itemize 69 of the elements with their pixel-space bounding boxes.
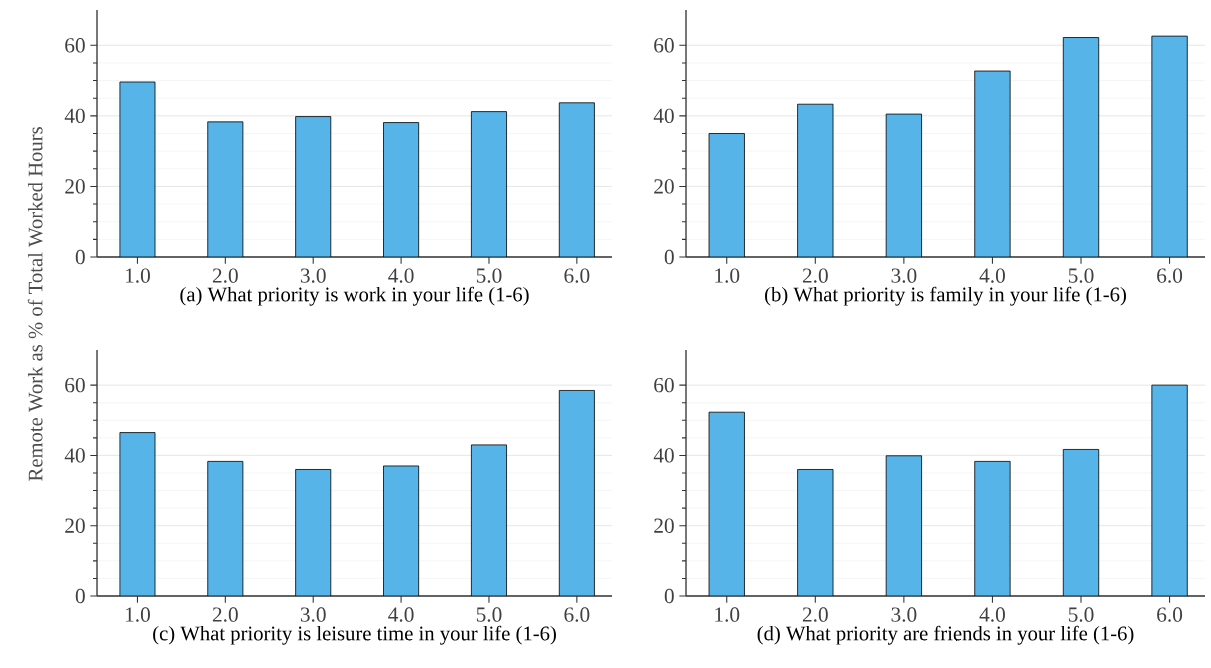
y-tick-label: 60	[654, 38, 674, 53]
y-tick-label: 40	[64, 448, 85, 463]
x-tick-label: 6.0	[1157, 268, 1183, 283]
x-tick-label: 5.0	[1068, 607, 1094, 622]
y-tick-label: 60	[65, 38, 85, 53]
x-tick-label: 1.0	[125, 607, 150, 622]
y-tick-label: 40	[64, 108, 85, 124]
y-tick-label: 0	[75, 588, 85, 604]
x-tick-label: 2.0	[212, 268, 238, 283]
bar	[1151, 384, 1188, 596]
x-tick-label: 6.0	[564, 607, 590, 622]
x-tick-label: 3.0	[891, 607, 917, 622]
x-tick-label: 1.0	[125, 268, 150, 283]
x-tick-label: 6.0	[1157, 607, 1183, 622]
x-tick-label: 5.0	[476, 268, 502, 283]
bar	[383, 465, 420, 596]
bar	[708, 133, 745, 257]
x-tick-label: 3.0	[300, 268, 326, 283]
bar	[470, 111, 507, 257]
bar	[119, 432, 156, 596]
bar	[119, 81, 156, 257]
y-tick-label: 40	[653, 448, 674, 463]
bar	[885, 455, 922, 596]
x-tick-label: 6.0	[564, 268, 590, 283]
bar	[207, 460, 244, 596]
x-tick-label: 2.0	[212, 607, 238, 622]
bar	[797, 469, 834, 596]
x-axis-title: (a) What priority is work in your life (1-6)	[180, 286, 529, 306]
bar	[708, 411, 745, 596]
bar	[207, 121, 244, 257]
bar	[558, 102, 595, 257]
y-tick-label: 20	[65, 518, 85, 533]
x-tick-label: 4.0	[979, 268, 1005, 283]
x-axis-title: (d) What priority are friends in your life (1-6)	[757, 625, 1134, 645]
y-axis-title: Remote Work as % of Total Worked Hours	[27, 127, 43, 481]
x-tick-label: 3.0	[300, 607, 326, 622]
bar	[295, 116, 332, 257]
bar	[383, 122, 420, 257]
x-tick-label: 4.0	[388, 607, 414, 622]
y-tick-label: 0	[664, 588, 674, 604]
x-tick-label: 2.0	[802, 268, 828, 283]
y-tick-label: 60	[654, 377, 674, 393]
x-tick-label: 2.0	[802, 607, 828, 622]
bar	[885, 113, 922, 257]
bar	[295, 469, 332, 596]
x-tick-label: 5.0	[1068, 268, 1094, 283]
bar	[558, 390, 595, 596]
bar	[1062, 37, 1100, 257]
bar	[974, 70, 1011, 257]
y-tick-label: 20	[654, 179, 674, 194]
x-tick-label: 1.0	[715, 268, 740, 283]
y-tick-label: 60	[65, 377, 85, 393]
x-tick-label: 4.0	[979, 607, 1005, 622]
y-tick-label: 20	[654, 518, 674, 533]
x-tick-label: 4.0	[388, 268, 414, 283]
x-axis-title: (b) What priority is family in your life (1-6)	[765, 286, 1126, 306]
x-tick-label: 3.0	[891, 268, 917, 283]
x-tick-label: 5.0	[476, 607, 502, 622]
x-tick-label: 1.0	[715, 607, 740, 622]
bar	[1151, 35, 1188, 257]
y-tick-label: 40	[653, 108, 674, 124]
bar	[1062, 449, 1100, 596]
bar	[974, 460, 1011, 596]
y-tick-label: 20	[65, 179, 85, 194]
bar	[470, 444, 507, 596]
x-axis-title: (c) What priority is leisure time in your life (1-6)	[153, 625, 556, 645]
bar	[797, 103, 834, 257]
y-tick-label: 0	[664, 249, 674, 265]
y-tick-label: 0	[75, 249, 85, 265]
